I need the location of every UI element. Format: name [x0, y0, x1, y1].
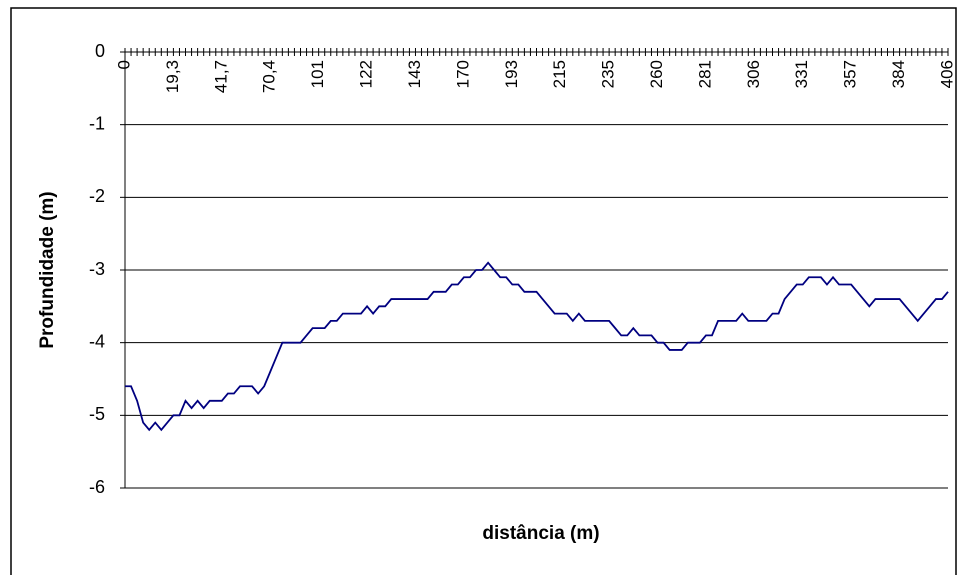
x-tick-label: 281: [695, 60, 714, 88]
y-tick-label: -2: [89, 186, 105, 206]
y-tick-label: 0: [95, 41, 105, 61]
y-tick-label: -3: [89, 259, 105, 279]
x-tick-label: 357: [841, 60, 860, 88]
x-tick-label: 41,7: [211, 60, 230, 93]
chart-border: [10, 7, 957, 575]
y-tick-label: -1: [89, 113, 105, 133]
x-tick-label: 384: [889, 60, 908, 88]
x-tick-label: 193: [502, 60, 521, 88]
x-tick-label: 70,4: [260, 60, 279, 93]
x-tick-label: 143: [405, 60, 424, 88]
y-tick-label: -4: [89, 331, 105, 351]
y-tick-label: -6: [89, 477, 105, 497]
x-tick-label: 306: [744, 60, 763, 88]
x-tick-label: 122: [357, 60, 376, 88]
y-axis-title: Profundidade (m): [37, 191, 58, 348]
x-tick-label: 0: [114, 60, 133, 69]
x-tick-label: 170: [453, 60, 472, 88]
x-tick-label: 19,3: [163, 60, 182, 93]
x-tick-label: 260: [647, 60, 666, 88]
x-tick-label: 406: [937, 60, 956, 88]
x-axis-title: distância (m): [482, 523, 599, 544]
data-line: [125, 261, 949, 432]
y-tick-label: -5: [89, 404, 105, 424]
x-tick-label: 235: [599, 60, 618, 88]
x-tick-label: 101: [308, 60, 327, 88]
x-tick-label: 215: [550, 60, 569, 88]
x-tick-label: 331: [792, 60, 811, 88]
